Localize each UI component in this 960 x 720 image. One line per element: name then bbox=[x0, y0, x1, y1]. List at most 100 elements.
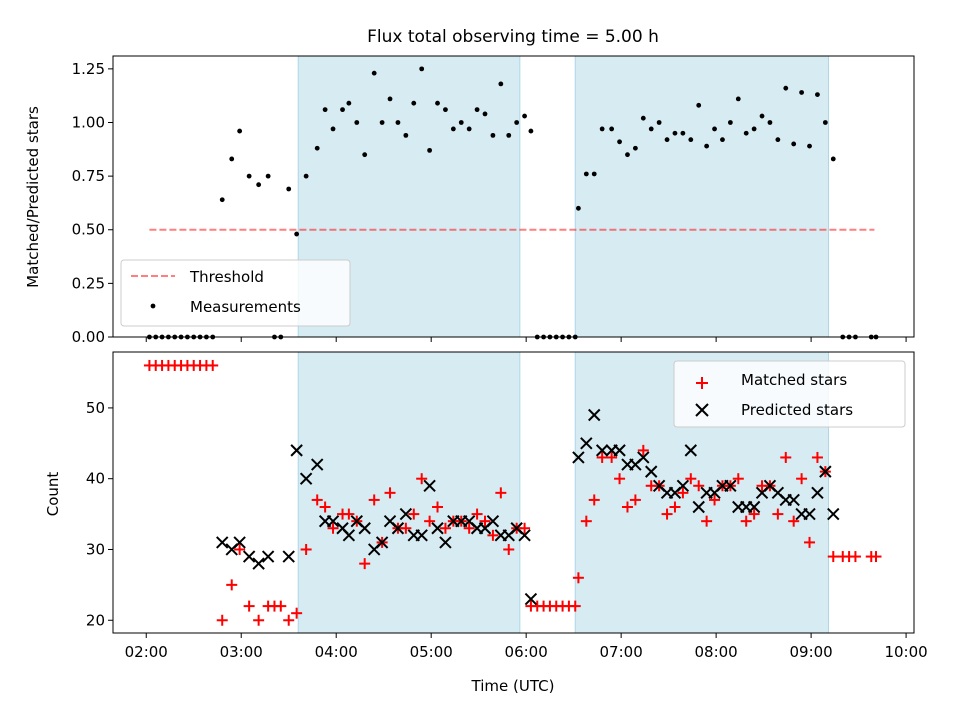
matched-point bbox=[811, 451, 823, 463]
matched-point bbox=[283, 614, 295, 626]
matched-point bbox=[572, 572, 584, 584]
y-tick-label: 20 bbox=[86, 611, 105, 629]
predicted-mark-b bbox=[684, 444, 698, 457]
measurement-point bbox=[815, 92, 820, 98]
legend-threshold-label: Threshold bbox=[189, 268, 264, 286]
predicted-mark-b bbox=[358, 522, 371, 535]
measurement-point bbox=[387, 96, 393, 102]
matched-point bbox=[416, 473, 428, 485]
matched-point bbox=[748, 508, 760, 520]
measurement-point bbox=[591, 171, 597, 177]
predicted-mark-b bbox=[383, 514, 397, 528]
measurement-point bbox=[791, 141, 797, 147]
measurement-point bbox=[807, 143, 812, 149]
predicted-mark-b bbox=[819, 465, 832, 478]
matched-point bbox=[311, 494, 323, 506]
measurement-point bbox=[648, 126, 654, 132]
predicted-point bbox=[580, 437, 593, 450]
predicted-mark-b bbox=[637, 451, 650, 464]
predicted-point bbox=[415, 529, 428, 542]
measurement-point bbox=[751, 126, 757, 132]
measurement-point bbox=[435, 100, 440, 106]
matched-point bbox=[503, 543, 515, 555]
bottom-y-axis-label: Count bbox=[44, 472, 62, 517]
matched-point bbox=[772, 508, 784, 520]
predicted-mark-b bbox=[787, 493, 800, 507]
predicted-point bbox=[747, 500, 761, 514]
x-tick-label: 08:00 bbox=[695, 643, 738, 661]
measurement-point bbox=[775, 137, 781, 143]
measurement-point bbox=[246, 173, 252, 179]
predicted-mark-b bbox=[299, 472, 313, 485]
matched-point bbox=[677, 487, 689, 499]
matched-point bbox=[343, 508, 355, 520]
matched-point bbox=[487, 529, 499, 541]
matched-point bbox=[400, 522, 412, 534]
matched-point bbox=[732, 473, 744, 485]
predicted-mark-b bbox=[326, 514, 340, 528]
predicted-point bbox=[216, 536, 229, 549]
measurement-point bbox=[371, 70, 377, 76]
predicted-mark-b bbox=[431, 522, 444, 535]
measurement-point bbox=[229, 156, 235, 162]
measurement-point bbox=[256, 182, 262, 188]
predicted-point bbox=[342, 529, 356, 542]
y-tick-label: 30 bbox=[86, 540, 105, 558]
measurement-point bbox=[640, 115, 646, 121]
matched-point bbox=[234, 543, 246, 555]
matched-point bbox=[300, 543, 312, 555]
measurement-point bbox=[743, 130, 749, 136]
y-tick-label: 0.75 bbox=[72, 167, 105, 185]
predicted-mark-b bbox=[652, 479, 666, 492]
measurement-point bbox=[354, 120, 360, 125]
measurement-point bbox=[759, 113, 765, 119]
y-tick-label: 1.25 bbox=[72, 60, 105, 78]
predicted-mark-b bbox=[375, 536, 389, 549]
matched-point bbox=[424, 515, 436, 527]
predicted-point bbox=[423, 479, 436, 492]
matched-point bbox=[408, 508, 420, 520]
measurement-point bbox=[506, 132, 512, 138]
predicted-mark-b bbox=[613, 444, 626, 457]
matched-point bbox=[870, 551, 882, 563]
measurement-point bbox=[474, 107, 480, 113]
predicted-point bbox=[787, 493, 800, 507]
predicted-mark-b bbox=[242, 550, 256, 563]
top-axes-frame bbox=[112, 55, 915, 338]
predicted-mark-b bbox=[415, 529, 428, 542]
measurement-point bbox=[727, 120, 733, 125]
predicted-point bbox=[811, 486, 824, 500]
matched-point bbox=[216, 614, 228, 626]
predicted-point bbox=[399, 507, 413, 521]
bottom-predicted-points bbox=[216, 408, 840, 606]
x-tick-label: 05:00 bbox=[410, 643, 453, 661]
measurement-point bbox=[379, 120, 385, 125]
measurement-point bbox=[632, 145, 638, 151]
matched-point bbox=[709, 494, 721, 506]
measurement-point bbox=[767, 120, 773, 125]
predicted-point bbox=[518, 529, 531, 542]
measurement-point bbox=[688, 137, 694, 143]
predicted-point bbox=[645, 465, 658, 478]
y-tick-label: 0.25 bbox=[72, 274, 105, 292]
measurement-point bbox=[822, 120, 828, 125]
bottom-matched-points bbox=[143, 359, 882, 626]
top-plot-frame bbox=[112, 55, 915, 338]
matched-point bbox=[804, 536, 816, 548]
predicted-point bbox=[803, 507, 816, 521]
legend-predicted-label: Predicted stars bbox=[741, 401, 853, 419]
measurement-point bbox=[419, 66, 425, 72]
matched-point bbox=[327, 522, 339, 534]
measurement-point bbox=[617, 139, 622, 145]
matched-point bbox=[827, 551, 839, 563]
measurement-point bbox=[609, 126, 615, 132]
matched-point bbox=[629, 494, 641, 506]
matched-point bbox=[569, 600, 581, 612]
x-tick-label: 03:00 bbox=[220, 643, 263, 661]
measurement-point bbox=[427, 147, 433, 153]
predicted-mark-b bbox=[811, 486, 824, 500]
matched-point bbox=[701, 515, 713, 527]
x-tick-label: 10:00 bbox=[884, 643, 927, 661]
legend-measurements-label: Measurements bbox=[190, 298, 301, 316]
matched-point bbox=[796, 473, 808, 485]
